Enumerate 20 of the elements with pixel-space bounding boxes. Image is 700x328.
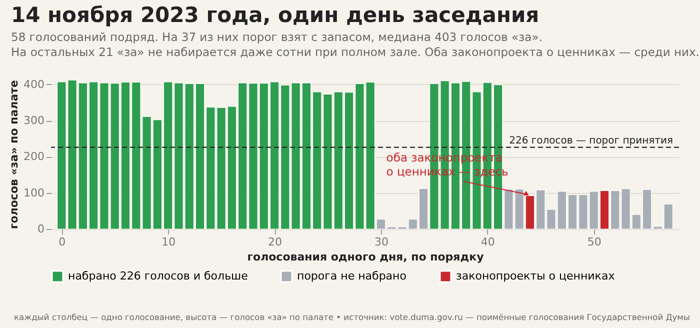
x-tick-label: 20 (268, 236, 282, 248)
x-tick-label: 50 (587, 236, 602, 248)
legend-label: набрано 226 голосов и больше (68, 270, 248, 283)
x-tick-label: 10 (162, 236, 176, 248)
legend-label: порога не набрано (297, 270, 407, 283)
y-tick-label: 0 (38, 222, 44, 236)
y-tick-label: 200 (24, 150, 44, 164)
ref-line-label: 226 голосов — порог принятия (509, 135, 673, 146)
y-axis-title: голосов «за» по палате (8, 80, 21, 229)
y-tick-label: 400 (24, 78, 44, 91)
legend-label: законопроекты о ценниках (456, 270, 616, 283)
y-tick-label: 100 (24, 186, 44, 200)
y-tick-label: 300 (24, 114, 44, 128)
chart-subtitle: 58 голосований подряд. На 37 из них порог взят с запасом, медиана 403 голосов «за». На остальных 21 «за» не набирается даже сотни при полном зале. Оба законопроекта о ценниках — среди них. (11, 30, 700, 59)
x-tick-label: 0 (58, 236, 66, 248)
x-tick-label: 40 (480, 236, 495, 248)
text: каждый столбец — одно голосование, высота — голосов «за» по палате • источник: vote.duma.gov.ru — поимённые голосования Государственной Думы (14, 312, 690, 322)
x-axis-title: голосования одного дня, по порядку (247, 250, 484, 264)
chart-title: 14 ноября 2023 года, один день заседания (11, 2, 540, 27)
x-tick-label: 30 (374, 236, 388, 248)
